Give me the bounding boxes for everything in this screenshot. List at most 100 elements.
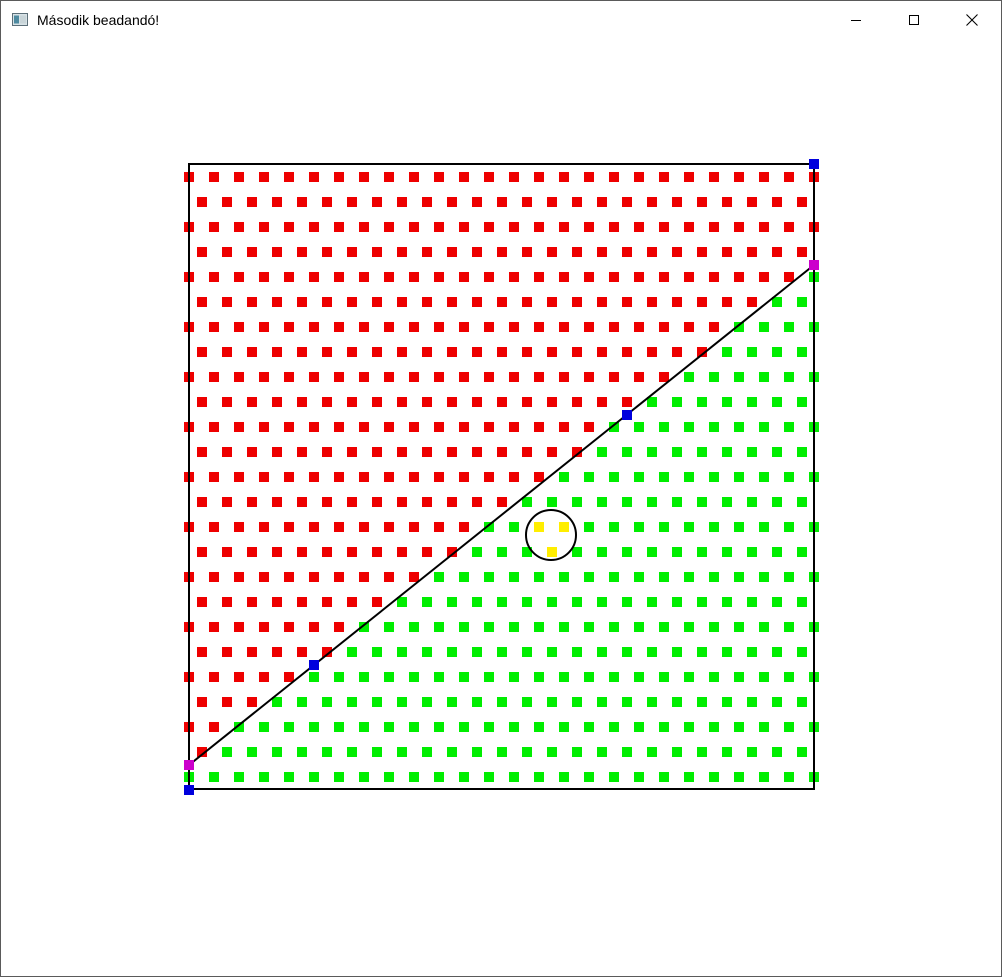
point-above-line: [347, 397, 357, 407]
point-above-line: [397, 247, 407, 257]
point-below-line: [409, 672, 419, 682]
point-above-line: [584, 222, 594, 232]
point-below-line: [559, 622, 569, 632]
point-above-line: [509, 172, 519, 182]
point-above-line: [422, 497, 432, 507]
point-above-line: [759, 272, 769, 282]
point-above-line: [547, 197, 557, 207]
point-above-line: [284, 322, 294, 332]
point-below-line: [784, 372, 794, 382]
point-above-line: [247, 447, 257, 457]
point-above-line: [659, 272, 669, 282]
point-above-line: [372, 497, 382, 507]
point-below-line: [597, 747, 607, 757]
point-below-line: [734, 572, 744, 582]
point-above-line: [584, 272, 594, 282]
point-above-line: [234, 522, 244, 532]
point-above-line: [684, 172, 694, 182]
point-above-line: [272, 297, 282, 307]
point-above-line: [309, 622, 319, 632]
point-below-line: [597, 647, 607, 657]
point-below-line: [522, 597, 532, 607]
point-above-line: [247, 347, 257, 357]
point-above-line: [284, 622, 294, 632]
point-below-line: [659, 722, 669, 732]
point-below-line: [759, 322, 769, 332]
point-below-line: [784, 322, 794, 332]
point-above-line: [272, 497, 282, 507]
point-below-line: [647, 497, 657, 507]
point-above-line: [559, 172, 569, 182]
app-window-icon: [12, 13, 28, 26]
point-above-line: [259, 522, 269, 532]
point-above-line: [734, 222, 744, 232]
point-below-line: [534, 572, 544, 582]
point-above-line: [472, 497, 482, 507]
point-above-line: [634, 172, 644, 182]
point-below-line: [559, 572, 569, 582]
point-below-line: [459, 622, 469, 632]
point-below-line: [797, 347, 807, 357]
point-above-line: [322, 247, 332, 257]
point-above-line: [447, 247, 457, 257]
point-below-line: [709, 672, 719, 682]
point-above-line: [334, 622, 344, 632]
point-below-line: [497, 747, 507, 757]
point-above-line: [684, 222, 694, 232]
sample-points-grid: [184, 172, 819, 782]
point-below-line: [697, 697, 707, 707]
point-below-line: [647, 547, 657, 557]
point-above-line: [434, 322, 444, 332]
point-above-line: [347, 297, 357, 307]
point-above-line: [597, 347, 607, 357]
point-below-line: [622, 447, 632, 457]
point-above-line: [359, 222, 369, 232]
point-above-line: [459, 272, 469, 282]
point-below-line: [684, 622, 694, 632]
close-button[interactable]: [943, 1, 1001, 39]
point-above-line: [672, 247, 682, 257]
point-below-line: [672, 697, 682, 707]
point-above-line: [334, 572, 344, 582]
point-below-line: [772, 447, 782, 457]
point-above-line: [222, 197, 232, 207]
point-below-line: [684, 572, 694, 582]
point-below-line: [472, 647, 482, 657]
point-above-line: [584, 172, 594, 182]
point-below-line: [709, 472, 719, 482]
point-above-line: [234, 322, 244, 332]
point-above-line: [647, 297, 657, 307]
maximize-button[interactable]: [885, 1, 943, 39]
minimize-icon: [851, 20, 861, 21]
point-above-line: [372, 347, 382, 357]
point-above-line: [509, 372, 519, 382]
point-below-line: [609, 572, 619, 582]
point-below-line: [609, 472, 619, 482]
point-above-line: [547, 297, 557, 307]
intersection-point-marker: [184, 760, 194, 770]
point-above-line: [372, 197, 382, 207]
point-below-line: [572, 497, 582, 507]
point-above-line: [334, 222, 344, 232]
title-bar[interactable]: Második beadandó!: [1, 1, 1001, 39]
minimize-button[interactable]: [827, 1, 885, 39]
point-below-line: [259, 772, 269, 782]
point-above-line: [297, 597, 307, 607]
point-above-line: [359, 322, 369, 332]
point-above-line: [522, 247, 532, 257]
point-above-line: [247, 397, 257, 407]
point-below-line: [797, 297, 807, 307]
query-circle[interactable]: [525, 509, 577, 561]
point-below-line: [372, 697, 382, 707]
point-inside-circle: [559, 522, 569, 532]
point-below-line: [659, 772, 669, 782]
point-below-line: [509, 522, 519, 532]
point-below-line: [709, 422, 719, 432]
point-above-line: [484, 472, 494, 482]
point-above-line: [222, 597, 232, 607]
point-below-line: [797, 597, 807, 607]
point-below-line: [597, 597, 607, 607]
point-above-line: [209, 372, 219, 382]
point-above-line: [347, 597, 357, 607]
